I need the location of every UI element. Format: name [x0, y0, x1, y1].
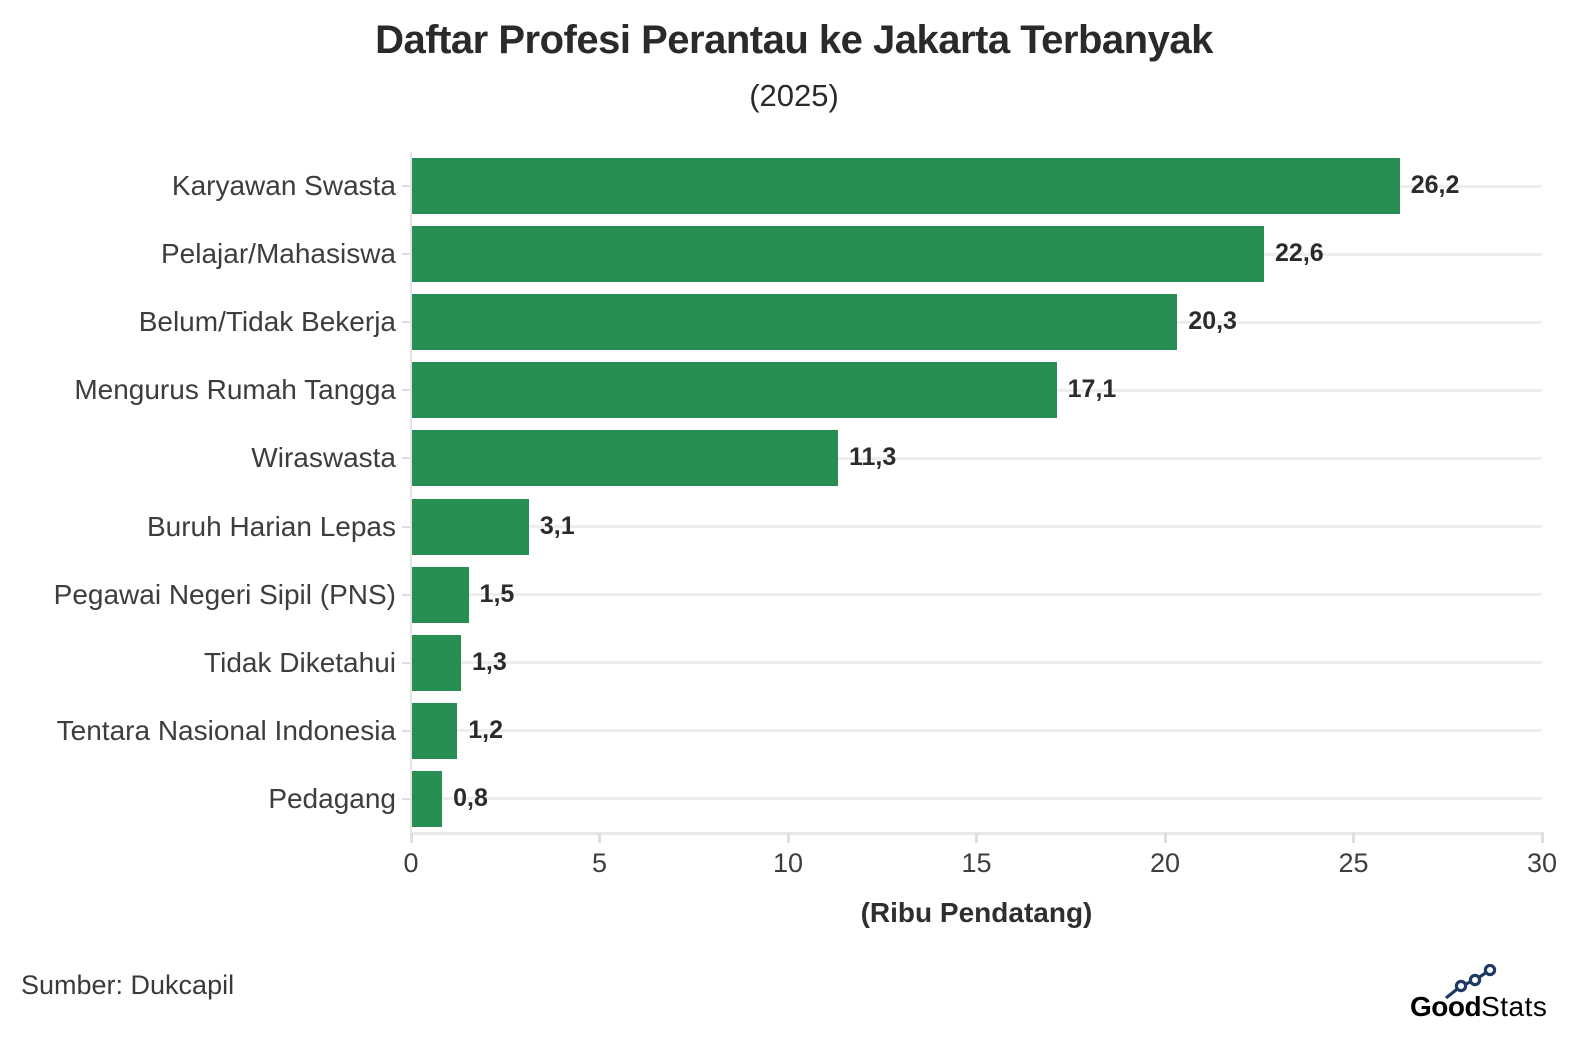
bar: [412, 498, 529, 555]
bar: [412, 362, 1057, 419]
gridline: [411, 456, 1542, 460]
category-label: Pegawai Negeri Sipil (PNS): [53, 578, 396, 610]
x-axis-tick-label: 5: [591, 848, 608, 878]
y-axis-tick: [402, 321, 410, 324]
gridline: [411, 661, 1542, 665]
bar: [412, 294, 1178, 351]
x-axis-tick: [786, 833, 790, 843]
bar-value-label: 3,1: [539, 511, 575, 540]
category-label: Mengurus Rumah Tangga: [74, 374, 396, 406]
logo-text-stats: Stats: [1481, 991, 1548, 1022]
bar: [412, 430, 838, 487]
x-axis-tick-label: 25: [1338, 848, 1369, 878]
gridline: [411, 729, 1542, 733]
chart-subtitle: (2025): [749, 78, 839, 113]
x-axis-tick: [1352, 833, 1355, 843]
bar-value-label: 26,2: [1410, 171, 1460, 200]
category-label: Belum/Tidak Bekerja: [138, 306, 396, 338]
bar: [412, 226, 1265, 283]
gridline: [411, 593, 1542, 597]
logo-text-good: Good: [1410, 991, 1482, 1022]
x-axis-tick: [1540, 833, 1544, 843]
bar-value-label: 20,3: [1188, 307, 1237, 336]
y-axis-tick: [402, 729, 410, 732]
bar: [412, 770, 443, 827]
x-axis-tick: [598, 833, 601, 843]
x-axis-tick: [409, 833, 413, 843]
category-label: Wiraswasta: [251, 442, 396, 474]
x-axis-tick: [975, 833, 978, 843]
bar-value-label: 1,5: [479, 579, 515, 608]
bar-value-label: 0,8: [453, 783, 488, 812]
bar-value-label: 1,3: [472, 647, 507, 676]
bar-value-label: 1,2: [468, 715, 503, 744]
x-axis-tick-label: 0: [403, 848, 419, 878]
x-axis-tick-label: 10: [772, 848, 804, 878]
bar: [412, 566, 469, 623]
x-axis-tick-label: 15: [961, 848, 992, 878]
source-note: Sumber: Dukcapil: [21, 970, 235, 1000]
goodstats-logo-icon: [1445, 964, 1497, 1000]
y-axis-tick: [402, 185, 410, 188]
category-label: Pedagang: [268, 782, 396, 814]
bar-value-label: 17,1: [1067, 375, 1117, 404]
goodstats-logo: GoodStats: [1410, 992, 1547, 1022]
y-axis-tick: [402, 253, 410, 256]
y-axis-tick: [402, 457, 410, 460]
bar: [412, 634, 461, 691]
y-axis-tick: [402, 661, 410, 664]
x-axis-tick-label: 30: [1526, 848, 1558, 878]
bar: [412, 158, 1400, 215]
x-axis-label: (Ribu Pendatang): [860, 897, 1093, 928]
y-axis-tick: [402, 525, 410, 528]
category-label: Karyawan Swasta: [171, 170, 396, 202]
x-axis-tick: [1163, 833, 1167, 843]
y-axis-tick: [402, 389, 410, 392]
gridline: [411, 797, 1542, 801]
gridline: [411, 525, 1542, 529]
category-label: Tidak Diketahui: [204, 646, 396, 678]
category-label: Tentara Nasional Indonesia: [56, 714, 396, 746]
y-axis-line: [410, 152, 412, 835]
x-axis-tick-label: 20: [1149, 848, 1181, 878]
chart-title: Daftar Profesi Perantau ke Jakarta Terba…: [375, 18, 1213, 62]
y-axis-tick: [402, 593, 410, 596]
category-label: Pelajar/Mahasiswa: [161, 238, 396, 270]
bar: [412, 702, 458, 759]
bar-value-label: 22,6: [1275, 239, 1324, 268]
y-axis-tick: [402, 797, 410, 800]
category-label: Buruh Harian Lepas: [146, 510, 396, 542]
bar-value-label: 11,3: [849, 443, 897, 472]
